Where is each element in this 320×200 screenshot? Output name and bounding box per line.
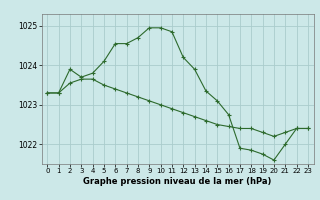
X-axis label: Graphe pression niveau de la mer (hPa): Graphe pression niveau de la mer (hPa) [84, 177, 272, 186]
